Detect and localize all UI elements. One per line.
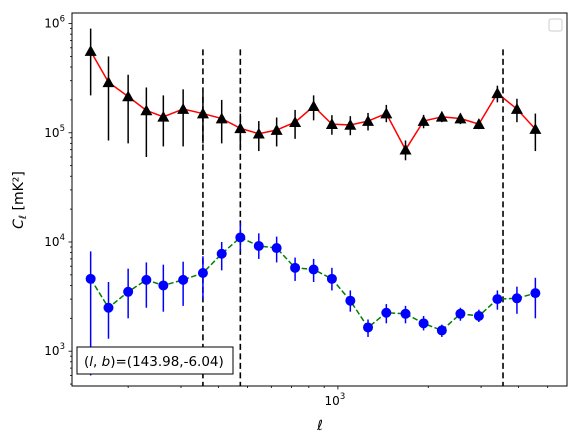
x-axis-label: ℓ — [316, 418, 323, 434]
data-point — [418, 318, 429, 329]
data-point — [290, 262, 301, 273]
data-point — [530, 288, 541, 299]
data-point — [307, 100, 320, 112]
data-point — [157, 110, 170, 122]
data-point — [325, 118, 338, 129]
data-point — [491, 87, 504, 99]
data-point — [454, 112, 467, 124]
y-axis-label-sub: ℓ — [18, 215, 29, 219]
data-point — [178, 274, 189, 285]
data-point — [102, 76, 115, 88]
data-point — [252, 127, 265, 139]
data-point — [253, 240, 264, 251]
data-point — [235, 232, 246, 243]
data-point — [85, 273, 96, 284]
data-point — [122, 90, 135, 102]
data-point — [417, 115, 430, 126]
data-point — [308, 264, 319, 275]
data-point — [529, 123, 542, 134]
data-point — [103, 302, 114, 313]
data-point — [326, 273, 337, 284]
annotation-prefix: ( — [84, 354, 89, 370]
plot-content — [84, 28, 542, 386]
data-point — [510, 103, 523, 114]
data-point — [400, 308, 411, 319]
data-point — [215, 112, 228, 124]
data-point — [399, 143, 412, 155]
data-point — [511, 293, 522, 304]
y-tick-label: 106 — [44, 15, 65, 31]
data-point — [362, 115, 375, 126]
data-point — [216, 248, 227, 259]
annotation-text: (l, b)=(143.98,-6.04) — [84, 354, 224, 370]
annotation-suffix: )=(143.98,-6.04) — [110, 354, 224, 370]
data-point — [435, 110, 448, 122]
y-axis-label-unit: [mK²] — [11, 171, 27, 210]
axes-ticks: 103 104 105 106 103 — [44, 15, 549, 408]
plot-frame — [71, 12, 568, 387]
annotation-b: b — [102, 354, 111, 370]
data-point — [289, 116, 302, 128]
y-axis-label: Cℓ [mK²] — [11, 171, 29, 229]
y-tick-label: 103 — [44, 342, 65, 358]
data-point — [473, 311, 484, 322]
y-tick-label: 104 — [44, 233, 65, 249]
series-line — [90, 236, 536, 332]
data-point — [177, 103, 190, 114]
legend-box[interactable] — [548, 18, 563, 32]
x-tick-label: 103 — [325, 392, 346, 408]
data-point — [344, 118, 357, 130]
data-point — [492, 294, 503, 305]
data-point — [141, 274, 152, 285]
data-point — [363, 322, 374, 333]
annotation-box: (l, b)=(143.98,-6.04) — [76, 346, 234, 375]
data-point — [436, 325, 447, 336]
annotation-comma: , — [93, 354, 102, 370]
data-point — [345, 295, 356, 306]
data-point — [123, 286, 134, 297]
annotation-l: l — [89, 354, 93, 370]
series-1 — [84, 28, 542, 161]
data-point — [381, 307, 392, 318]
data-point — [196, 107, 209, 119]
data-point — [455, 308, 466, 319]
svg-text:Cℓ [mK²]: Cℓ [mK²] — [11, 171, 29, 229]
y-tick-label: 105 — [44, 124, 65, 140]
data-point — [234, 122, 247, 134]
data-point — [472, 118, 485, 129]
data-point — [197, 268, 208, 279]
data-point — [158, 280, 169, 291]
data-point — [270, 124, 283, 135]
data-point — [271, 243, 282, 254]
data-point — [140, 104, 153, 116]
data-point — [380, 107, 393, 119]
data-point — [84, 45, 97, 56]
y-axis-label-main: C — [11, 219, 27, 229]
